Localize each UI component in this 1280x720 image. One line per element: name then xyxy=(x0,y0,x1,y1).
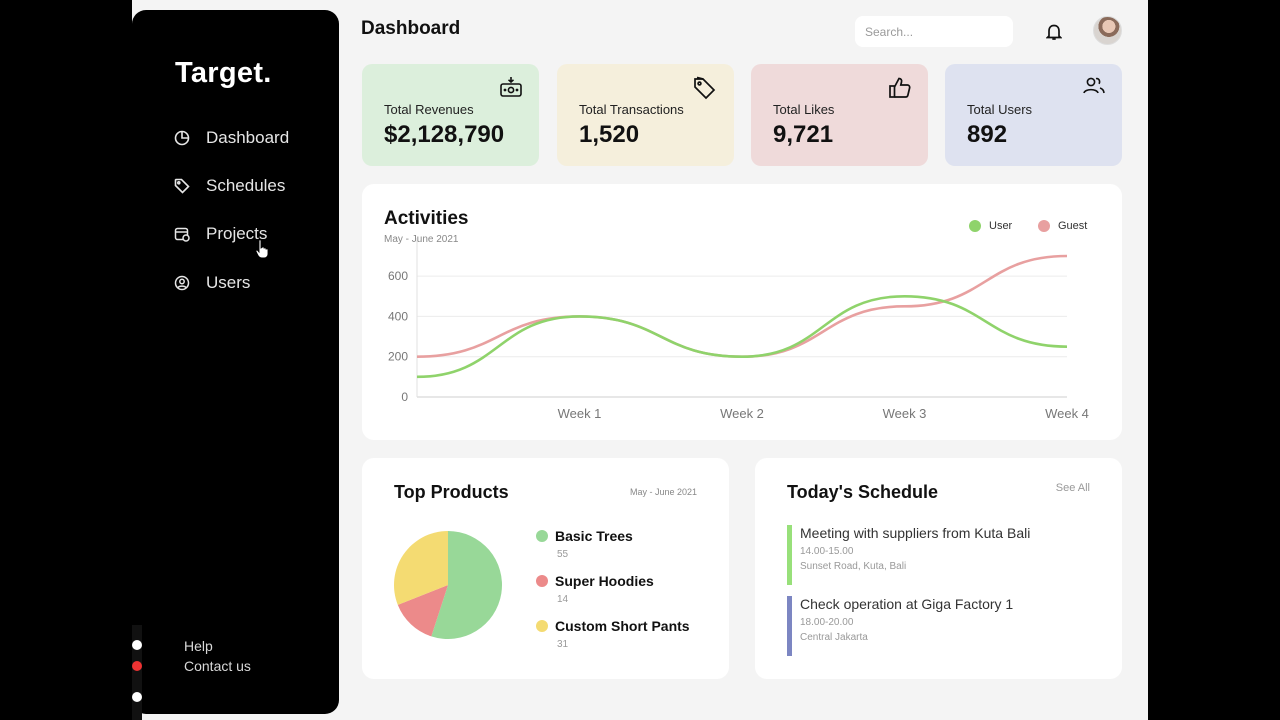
sidebar: Target. Dashboard Schedules Projects Use… xyxy=(132,10,339,714)
help-link[interactable]: Help xyxy=(184,638,213,654)
dashboard-window: Target. Dashboard Schedules Projects Use… xyxy=(132,0,1148,720)
schedule-item-title: Check operation at Giga Factory 1 xyxy=(800,596,1014,612)
schedule-item-time: 14.00-15.00 xyxy=(800,546,854,557)
sidebar-item-label: Schedules xyxy=(206,176,286,195)
pie-chart-icon xyxy=(174,130,190,146)
legend-guest-label: Guest xyxy=(1058,220,1088,232)
schedule-item[interactable]: Meeting with suppliers from Kuta Bali 14… xyxy=(787,525,1030,585)
sidebar-item-users[interactable]: Users xyxy=(174,273,250,293)
schedule-item-place: Sunset Road, Kuta, Bali xyxy=(800,561,907,572)
top-products-date: May - June 2021 xyxy=(629,487,697,497)
activities-card: Activities May - June 2021 User Guest 0 2… xyxy=(362,184,1122,440)
tag-icon xyxy=(694,76,716,100)
sidebar-item-projects[interactable]: Projects xyxy=(174,224,267,244)
page-title: Dashboard xyxy=(361,18,461,39)
top-products-pie-chart xyxy=(394,531,502,639)
stat-card-transactions: Total Transactions 1,520 xyxy=(557,64,734,166)
product-count: 14 xyxy=(557,594,569,605)
money-icon xyxy=(500,77,522,97)
microphone-icon xyxy=(132,692,142,702)
legend-user-dot xyxy=(969,220,981,232)
user-circle-icon xyxy=(174,275,190,291)
x-tick-label: Week 2 xyxy=(720,406,764,421)
legend-user: User xyxy=(969,220,1012,232)
product-item: Super Hoodies 14 xyxy=(536,573,654,605)
sidebar-item-dashboard[interactable]: Dashboard xyxy=(174,128,289,148)
product-count: 55 xyxy=(557,549,569,560)
x-tick-label: Week 3 xyxy=(883,406,927,421)
activities-subtitle: May - June 2021 xyxy=(384,234,459,245)
y-tick-label: 0 xyxy=(401,390,408,404)
series-line-user xyxy=(416,294,1068,379)
activities-line-chart: 0 200 400 600 Week 1 Week 2 Week 3 Week 4 xyxy=(388,238,1089,421)
product-count: 31 xyxy=(557,639,569,650)
schedule-item[interactable]: Check operation at Giga Factory 1 18.00-… xyxy=(787,596,1013,656)
bell-icon[interactable] xyxy=(1046,23,1062,41)
stat-value: 9,721 xyxy=(773,121,834,148)
legend-guest-dot xyxy=(1038,220,1050,232)
recording-controls xyxy=(132,625,142,720)
y-tick-label: 400 xyxy=(388,309,408,323)
sidebar-item-label: Projects xyxy=(206,224,268,243)
hand-cursor-icon xyxy=(255,239,269,259)
app-logo: Target. xyxy=(175,57,272,89)
top-products-card: Top Products May - June 2021 Basic Trees… xyxy=(362,458,729,679)
schedule-item-bar xyxy=(787,596,792,656)
series-line-guest xyxy=(416,254,1068,359)
stat-label: Total Users xyxy=(967,102,1033,117)
sidebar-item-label: Dashboard xyxy=(206,128,290,147)
search-input[interactable] xyxy=(865,24,1020,39)
pie-slice xyxy=(397,585,448,637)
product-name: Basic Trees xyxy=(555,528,633,544)
product-name: Super Hoodies xyxy=(555,573,654,589)
users-icon xyxy=(1083,77,1105,94)
y-tick-label: 200 xyxy=(388,350,408,364)
legend-guest: Guest xyxy=(1038,220,1087,232)
sidebar-item-label: Users xyxy=(206,273,251,292)
stat-card-revenues: Total Revenues $2,128,790 xyxy=(362,64,539,166)
product-dot xyxy=(536,530,548,542)
y-tick-label: 600 xyxy=(388,269,408,283)
stat-card-users: Total Users 892 xyxy=(945,64,1122,166)
stat-value: 1,520 xyxy=(579,121,640,148)
product-dot xyxy=(536,620,548,632)
schedule-title: Today's Schedule xyxy=(787,482,938,502)
record-icon xyxy=(132,661,142,671)
avatar[interactable] xyxy=(1093,16,1122,45)
calendar-icon xyxy=(174,227,190,242)
stat-label: Total Likes xyxy=(773,102,835,117)
tag-icon xyxy=(174,178,190,194)
stat-value: $2,128,790 xyxy=(384,121,505,148)
stat-card-likes: Total Likes 9,721 xyxy=(751,64,928,166)
contact-us-link[interactable]: Contact us xyxy=(184,658,251,674)
product-name: Custom Short Pants xyxy=(555,618,690,634)
top-products-title: Top Products xyxy=(394,482,509,502)
stat-value: 892 xyxy=(967,121,1008,148)
schedule-card: Today's Schedule See All Meeting with su… xyxy=(755,458,1122,679)
x-tick-label: Week 4 xyxy=(1045,406,1089,421)
pie-slice xyxy=(431,531,502,639)
product-item: Custom Short Pants 31 xyxy=(536,618,690,650)
thumbs-up-icon xyxy=(889,77,911,98)
product-dot xyxy=(536,575,548,587)
x-tick-label: Week 1 xyxy=(558,406,602,421)
legend-user-label: User xyxy=(989,220,1013,232)
camera-icon xyxy=(132,640,142,650)
schedule-item-time: 18.00-20.00 xyxy=(800,617,854,628)
schedule-item-title: Meeting with suppliers from Kuta Bali xyxy=(800,525,1031,541)
schedule-item-bar xyxy=(787,525,792,585)
pie-slice xyxy=(394,531,448,605)
activities-title: Activities xyxy=(384,208,469,229)
schedule-item-place: Central Jakarta xyxy=(800,632,868,643)
search-box xyxy=(855,16,1020,47)
see-all-link[interactable]: See All xyxy=(1055,482,1090,494)
product-item: Basic Trees 55 xyxy=(536,528,633,560)
stat-label: Total Revenues xyxy=(384,102,474,117)
sidebar-item-schedules[interactable]: Schedules xyxy=(174,176,285,196)
stat-label: Total Transactions xyxy=(579,102,684,117)
